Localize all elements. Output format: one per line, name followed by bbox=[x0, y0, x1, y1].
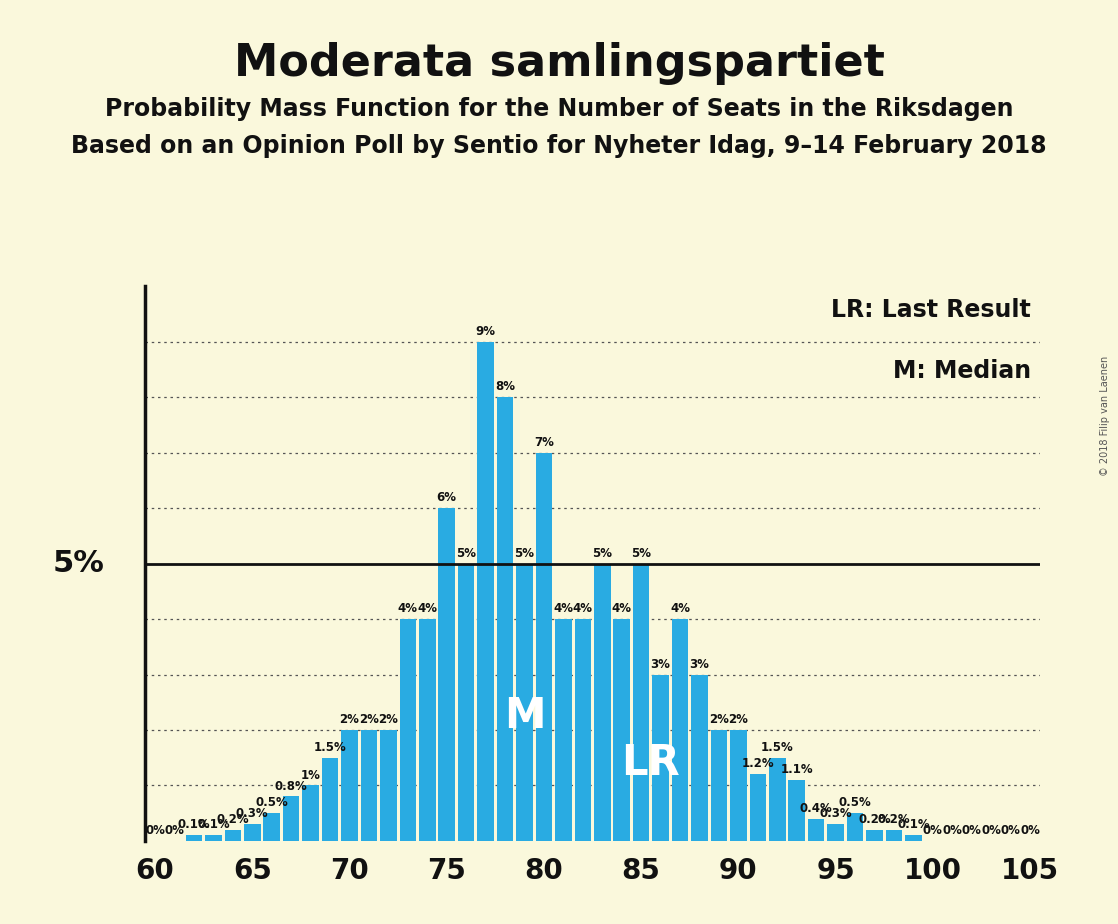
Bar bbox=[205, 835, 221, 841]
Text: 4%: 4% bbox=[572, 602, 593, 615]
Bar bbox=[361, 730, 377, 841]
Text: 0.5%: 0.5% bbox=[838, 796, 871, 809]
Text: 5%: 5% bbox=[53, 549, 104, 578]
Bar bbox=[633, 564, 650, 841]
Text: © 2018 Filip van Laenen: © 2018 Filip van Laenen bbox=[1100, 356, 1109, 476]
Text: 0.8%: 0.8% bbox=[275, 780, 307, 793]
Text: 1.2%: 1.2% bbox=[741, 758, 774, 771]
Text: 2%: 2% bbox=[709, 713, 729, 726]
Bar bbox=[322, 758, 339, 841]
Bar bbox=[827, 824, 844, 841]
Text: 2%: 2% bbox=[340, 713, 359, 726]
Text: 0%: 0% bbox=[1001, 824, 1021, 837]
Bar bbox=[730, 730, 747, 841]
Bar bbox=[186, 835, 202, 841]
Text: Probability Mass Function for the Number of Seats in the Riksdagen: Probability Mass Function for the Number… bbox=[105, 97, 1013, 121]
Text: 4%: 4% bbox=[612, 602, 632, 615]
Text: 1%: 1% bbox=[301, 769, 321, 782]
Bar bbox=[419, 619, 436, 841]
Text: 1.5%: 1.5% bbox=[314, 741, 347, 754]
Text: 7%: 7% bbox=[534, 436, 553, 449]
Bar bbox=[244, 824, 260, 841]
Text: 6%: 6% bbox=[437, 492, 457, 505]
Bar bbox=[477, 342, 494, 841]
Text: 1.5%: 1.5% bbox=[761, 741, 794, 754]
Text: 0%: 0% bbox=[164, 824, 184, 837]
Text: 4%: 4% bbox=[670, 602, 690, 615]
Text: 0%: 0% bbox=[982, 824, 1001, 837]
Text: 0%: 0% bbox=[1020, 824, 1040, 837]
Bar bbox=[614, 619, 629, 841]
Bar bbox=[399, 619, 416, 841]
Bar bbox=[906, 835, 921, 841]
Text: LR: LR bbox=[622, 742, 680, 784]
Text: 0%: 0% bbox=[942, 824, 963, 837]
Text: 2%: 2% bbox=[359, 713, 379, 726]
Text: M: Median: M: Median bbox=[892, 359, 1031, 383]
Text: 5%: 5% bbox=[632, 547, 651, 560]
Bar bbox=[302, 785, 319, 841]
Text: 2%: 2% bbox=[729, 713, 748, 726]
Text: 0.2%: 0.2% bbox=[878, 813, 910, 826]
Bar bbox=[749, 774, 766, 841]
Text: 5%: 5% bbox=[593, 547, 613, 560]
Bar bbox=[711, 730, 727, 841]
Bar bbox=[556, 619, 571, 841]
Text: 0.4%: 0.4% bbox=[799, 802, 833, 815]
Text: Moderata samlingspartiet: Moderata samlingspartiet bbox=[234, 42, 884, 85]
Text: 0.5%: 0.5% bbox=[255, 796, 288, 809]
Bar bbox=[283, 796, 300, 841]
Text: 4%: 4% bbox=[553, 602, 574, 615]
Bar bbox=[225, 830, 241, 841]
Text: M: M bbox=[504, 695, 546, 737]
Text: 0.1%: 0.1% bbox=[197, 819, 229, 832]
Text: 3%: 3% bbox=[651, 658, 671, 671]
Text: 4%: 4% bbox=[398, 602, 418, 615]
Bar bbox=[788, 780, 805, 841]
Bar bbox=[846, 813, 863, 841]
Text: 0.2%: 0.2% bbox=[217, 813, 249, 826]
Bar bbox=[575, 619, 591, 841]
Bar bbox=[652, 675, 669, 841]
Bar bbox=[866, 830, 883, 841]
Text: 0.2%: 0.2% bbox=[859, 813, 891, 826]
Bar bbox=[438, 508, 455, 841]
Bar bbox=[517, 564, 533, 841]
Text: 0.1%: 0.1% bbox=[897, 819, 930, 832]
Bar bbox=[672, 619, 689, 841]
Text: LR: Last Result: LR: Last Result bbox=[831, 298, 1031, 322]
Text: 0.3%: 0.3% bbox=[819, 808, 852, 821]
Text: 5%: 5% bbox=[514, 547, 534, 560]
Text: 5%: 5% bbox=[456, 547, 476, 560]
Text: 1.1%: 1.1% bbox=[780, 763, 813, 776]
Text: 9%: 9% bbox=[475, 325, 495, 338]
Text: Based on an Opinion Poll by Sentio for Nyheter Idag, 9–14 February 2018: Based on an Opinion Poll by Sentio for N… bbox=[72, 134, 1046, 158]
Bar bbox=[536, 453, 552, 841]
Text: 0%: 0% bbox=[961, 824, 982, 837]
Bar bbox=[341, 730, 358, 841]
Text: 0.3%: 0.3% bbox=[236, 808, 268, 821]
Bar bbox=[496, 397, 513, 841]
Text: 0.1%: 0.1% bbox=[178, 819, 210, 832]
Bar bbox=[594, 564, 610, 841]
Text: 4%: 4% bbox=[417, 602, 437, 615]
Text: 0%: 0% bbox=[145, 824, 165, 837]
Bar bbox=[769, 758, 786, 841]
Bar bbox=[808, 819, 824, 841]
Bar bbox=[885, 830, 902, 841]
Text: 3%: 3% bbox=[690, 658, 710, 671]
Text: 2%: 2% bbox=[379, 713, 398, 726]
Bar bbox=[458, 564, 474, 841]
Bar bbox=[691, 675, 708, 841]
Bar bbox=[264, 813, 280, 841]
Text: 8%: 8% bbox=[495, 381, 515, 394]
Text: 0%: 0% bbox=[922, 824, 942, 837]
Bar bbox=[380, 730, 397, 841]
